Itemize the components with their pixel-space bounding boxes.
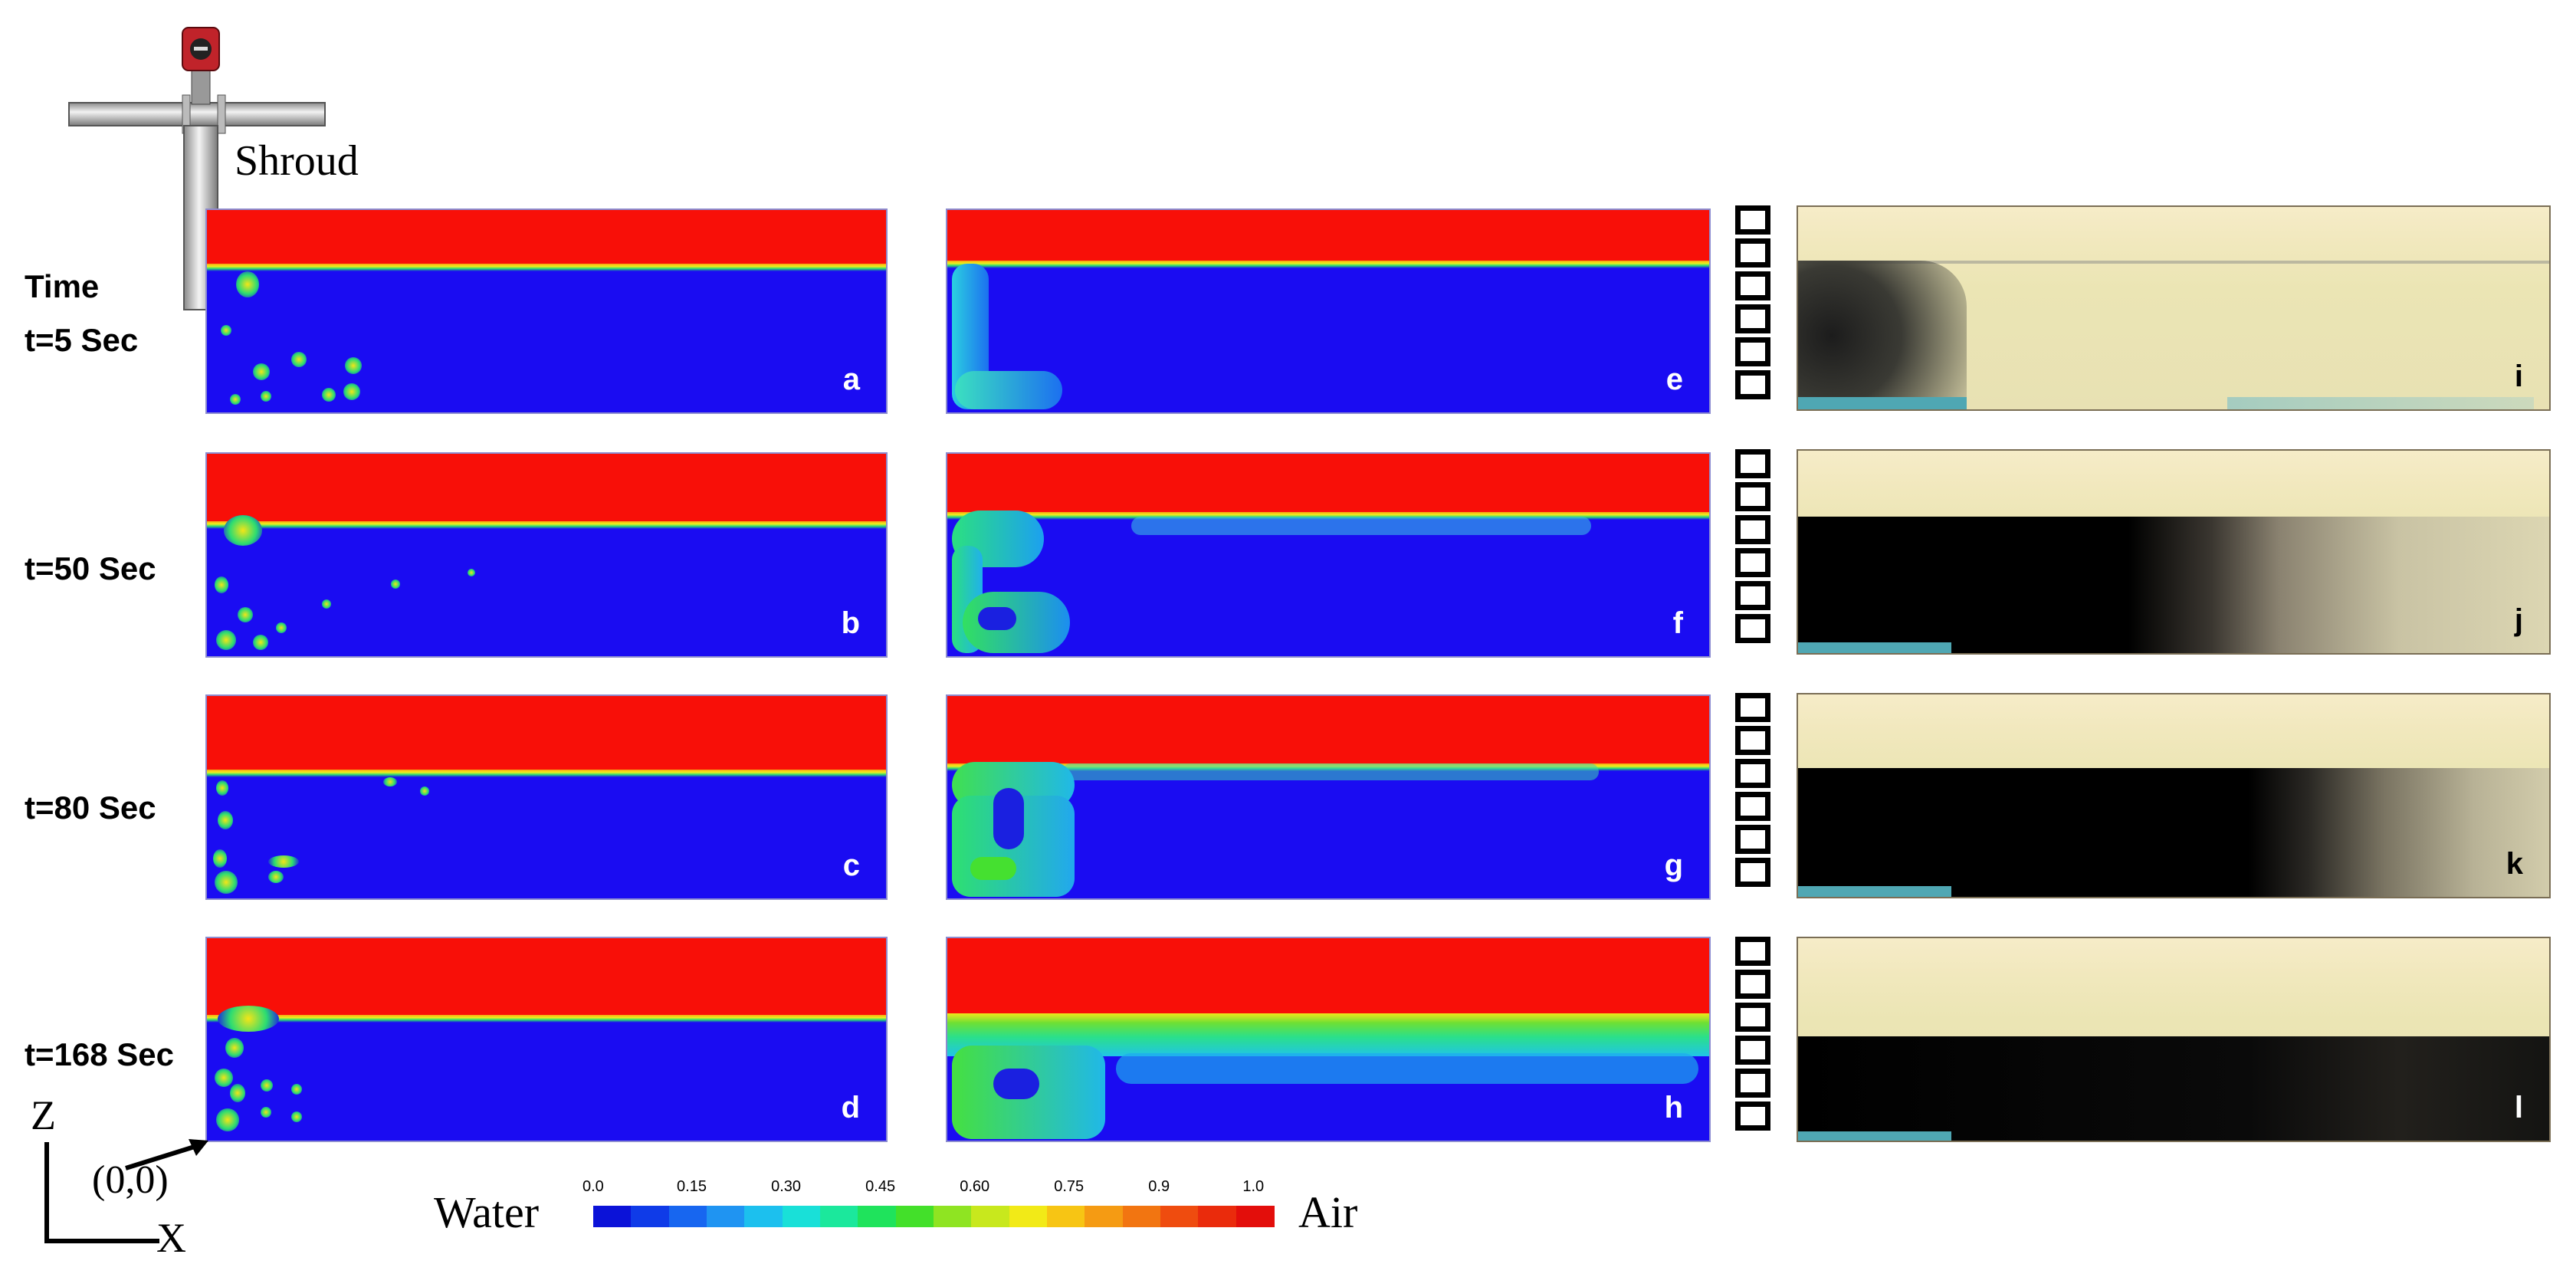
colorbar-right-label: Air (1298, 1187, 1358, 1237)
photo-panel-k: k (1797, 693, 2551, 898)
time-label-row-1: t=5 Sec (25, 322, 139, 358)
panel-label-d: d (841, 1091, 860, 1124)
x-axis-label: X (156, 1215, 186, 1261)
contour-panel-b: b (205, 452, 888, 658)
panel-label-b: b (841, 606, 860, 640)
panel-label-k: k (2505, 847, 2523, 881)
photo-panel-i: i (1797, 205, 2551, 411)
photo-panel-l: l (1797, 937, 2551, 1142)
panel-label-c: c (842, 849, 860, 882)
colorbar-cell (668, 1206, 707, 1227)
time-header: Time (25, 268, 100, 304)
colorbar-cell (895, 1206, 934, 1227)
colorbar-cell (744, 1206, 783, 1227)
film-strip-2 (1735, 449, 1770, 647)
z-axis-label: Z (31, 1092, 56, 1138)
origin-arrow-icon (123, 1134, 215, 1173)
panel-label-l: l (2514, 1091, 2523, 1124)
film-strip-3 (1735, 693, 1770, 891)
photo-panel-j: j (1797, 449, 2551, 655)
time-label-row-3: t=80 Sec (25, 790, 156, 826)
contour-panel-a: a (205, 208, 888, 414)
contour-panel-h: h (946, 937, 1711, 1142)
colorbar-cell (1047, 1206, 1086, 1227)
panel-label-e: e (1665, 363, 1683, 396)
colorbar-cell (820, 1206, 859, 1227)
colorbar-cell (1235, 1206, 1275, 1227)
panel-label-h: h (1664, 1091, 1683, 1124)
time-label-row-2: t=50 Sec (25, 550, 156, 586)
contour-panel-f: f (946, 452, 1711, 658)
colorbar-tick-label: 0.75 (1054, 1178, 1085, 1195)
contour-panel-d: d (205, 937, 888, 1142)
panel-label-f: f (1672, 606, 1683, 640)
colorbar-tick-label: 0.0 (582, 1178, 604, 1195)
colorbar-cell (707, 1206, 746, 1227)
panel-label-j: j (2514, 603, 2523, 637)
colorbar-cell (1085, 1206, 1124, 1227)
colorbar-cell (593, 1206, 632, 1227)
contour-panel-g: g (946, 694, 1711, 900)
contour-panel-c: c (205, 694, 888, 900)
colorbar-cell (1122, 1206, 1161, 1227)
colorbar-cell (1198, 1206, 1237, 1227)
colorbar-left-label: Water (434, 1187, 540, 1237)
contour-panel-e: e (946, 208, 1711, 414)
panel-label-g: g (1664, 849, 1683, 882)
colorbar-cell (934, 1206, 973, 1227)
shroud-label: Shroud (235, 137, 359, 185)
colorbar-cell (782, 1206, 821, 1227)
colorbar-cell (1160, 1206, 1199, 1227)
colorbar-tick-label: 0.30 (771, 1178, 802, 1195)
colorbar-cell (858, 1206, 897, 1227)
panel-label-a: a (842, 363, 860, 396)
colorbar-tick-label: 0.9 (1148, 1178, 1170, 1195)
time-label-row-4: t=168 Sec (25, 1036, 174, 1072)
colorbar-tick-label: 0.45 (865, 1178, 896, 1195)
colorbar-cell (971, 1206, 1010, 1227)
film-strip-4 (1735, 937, 1770, 1134)
colorbar-cell (631, 1206, 670, 1227)
x-axis-line (44, 1239, 159, 1243)
colorbar-cell (1009, 1206, 1048, 1227)
colorbar-tick-label: 0.15 (677, 1178, 707, 1195)
z-axis-line (44, 1142, 49, 1242)
film-strip-1 (1735, 205, 1770, 403)
panel-label-i: i (2514, 360, 2523, 393)
colorbar-tick-label: 0.60 (960, 1178, 990, 1195)
colorbar-tick-label: 1.0 (1242, 1178, 1265, 1195)
